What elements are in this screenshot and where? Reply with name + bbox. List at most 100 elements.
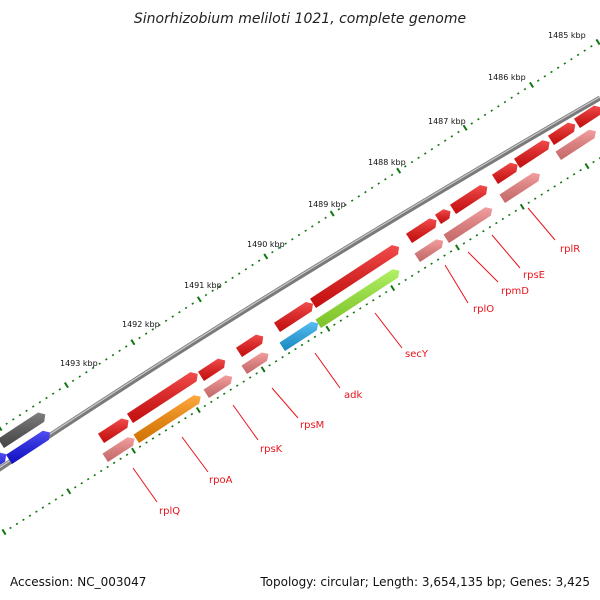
ruler-minor-tick bbox=[590, 45, 593, 48]
ruler-minor-tick bbox=[346, 315, 349, 318]
ruler-minor-tick bbox=[443, 139, 447, 142]
gene-arrow-shade bbox=[450, 185, 488, 214]
ruler-major-tick bbox=[455, 244, 460, 251]
gene-arrow-shade bbox=[133, 395, 201, 443]
ruler-minor-tick bbox=[423, 266, 427, 269]
gene-arrow-shade bbox=[548, 122, 576, 145]
ruler-minor-tick bbox=[297, 233, 301, 237]
ruler-minor-tick bbox=[291, 238, 294, 241]
ruler-minor-tick bbox=[78, 375, 82, 378]
gene-arrow-shade bbox=[203, 375, 233, 398]
ruler-major-tick bbox=[263, 253, 269, 260]
ruler-minor-tick bbox=[9, 526, 12, 530]
gene-label: rpmD bbox=[501, 286, 529, 297]
ruler-minor-tick bbox=[523, 87, 527, 91]
gene-labels: rplR rpsE rpmD rplO secY adk rpsM rpsK rpoA rplQ bbox=[159, 244, 580, 517]
ruler-major-tick bbox=[584, 163, 590, 170]
ruler-minor-tick bbox=[397, 282, 401, 286]
ruler-minor-tick bbox=[462, 242, 466, 245]
gene-label: secY bbox=[405, 349, 429, 360]
ruler-minor-tick bbox=[224, 280, 228, 284]
gene-arrow-shade bbox=[435, 209, 451, 224]
ruler-minor-tick bbox=[216, 396, 220, 400]
ruler-minor-tick bbox=[508, 213, 511, 217]
gene-label-line bbox=[181, 436, 209, 473]
ruler-minor-tick bbox=[251, 263, 254, 267]
gene-arrow-shade bbox=[310, 245, 400, 308]
ruler-minor-tick bbox=[337, 208, 341, 211]
ruler-minor-tick bbox=[237, 272, 241, 275]
gene-label: rpsE bbox=[523, 270, 545, 281]
ruler-minor-tick bbox=[190, 412, 194, 416]
gene-label-line bbox=[527, 207, 556, 241]
ruler-minor-tick bbox=[324, 216, 327, 220]
gene-arrow-shade bbox=[127, 372, 198, 423]
gene-label-line bbox=[444, 264, 469, 304]
ruler-minor-tick bbox=[145, 441, 148, 444]
ruler-minor-tick bbox=[248, 376, 252, 379]
gene-arrow-shade bbox=[279, 321, 319, 351]
ruler-minor-tick bbox=[204, 293, 208, 297]
ruler-minor-tick bbox=[5, 422, 8, 425]
ruler-minor-tick bbox=[45, 396, 48, 400]
ruler-minor-tick bbox=[417, 270, 420, 274]
ruler-major-tick bbox=[130, 339, 136, 346]
ruler-minor-tick bbox=[184, 416, 187, 420]
ruler-minor-tick bbox=[436, 258, 440, 261]
ruler-minor-tick bbox=[255, 372, 258, 375]
ruler-minor-tick bbox=[28, 514, 32, 517]
ruler-minor-tick bbox=[563, 62, 567, 65]
ruler-minor-tick bbox=[98, 362, 101, 365]
ruler-minor-tick bbox=[370, 186, 374, 190]
gene-arrow-shade bbox=[499, 172, 540, 203]
ruler-minor-tick bbox=[158, 433, 161, 436]
ruler-minor-tick bbox=[151, 328, 155, 331]
ruler-minor-tick bbox=[359, 307, 362, 310]
ruler-minor-tick bbox=[177, 421, 181, 424]
ruler-minor-tick bbox=[540, 193, 543, 196]
ruler-minor-tick bbox=[294, 347, 297, 351]
ruler-minor-tick bbox=[12, 418, 15, 421]
ruler-minor-tick bbox=[352, 311, 356, 314]
ruler-minor-tick bbox=[583, 49, 586, 52]
ruler-major-tick bbox=[325, 325, 331, 332]
ruler-minor-tick bbox=[184, 306, 188, 310]
ruler-minor-tick bbox=[533, 197, 537, 200]
ruler-minor-tick bbox=[417, 156, 420, 160]
ruler-major-tick bbox=[529, 81, 535, 88]
gene-arrow-shade bbox=[514, 140, 550, 168]
ruler-minor-tick bbox=[287, 351, 291, 355]
kbp-label: 1489 kbp bbox=[308, 200, 346, 209]
ruler-minor-tick bbox=[550, 70, 553, 74]
ruler-minor-tick bbox=[222, 392, 226, 395]
ruler-minor-tick bbox=[111, 353, 115, 357]
ruler-minor-tick bbox=[171, 425, 174, 428]
ruler-minor-tick bbox=[566, 177, 569, 180]
ruler-minor-tick bbox=[579, 168, 582, 172]
kbp-label: 1485 kbp bbox=[548, 31, 586, 40]
gene-label-lines bbox=[132, 207, 556, 503]
ruler-minor-tick bbox=[93, 473, 96, 477]
ruler-major-tick bbox=[595, 38, 600, 46]
gene-label: rplO bbox=[473, 304, 494, 315]
ruler-minor-tick bbox=[274, 360, 278, 363]
ruler-minor-tick bbox=[48, 502, 51, 505]
ruler-minor-tick bbox=[15, 522, 19, 526]
kbp-label: 1486 kbp bbox=[488, 73, 526, 82]
ruler-minor-tick bbox=[138, 445, 142, 448]
genome-backbone bbox=[0, 95, 600, 472]
ruler-minor-tick bbox=[488, 225, 492, 229]
ruler-minor-tick bbox=[18, 413, 22, 417]
ruler-minor-tick bbox=[543, 75, 547, 78]
ruler-major-tick bbox=[66, 488, 72, 495]
ruler-minor-tick bbox=[119, 457, 122, 461]
gene-arrow-shade bbox=[98, 418, 129, 443]
ruler-major-tick bbox=[519, 203, 525, 210]
ruler-minor-tick bbox=[25, 409, 28, 413]
gene-arrow-shade bbox=[0, 412, 46, 448]
ruler-minor-tick bbox=[164, 429, 168, 432]
gene-label: rpoA bbox=[209, 475, 233, 486]
ruler-minor-tick bbox=[404, 165, 407, 168]
ruler-minor-tick bbox=[364, 190, 367, 194]
ruler-minor-tick bbox=[333, 323, 336, 326]
